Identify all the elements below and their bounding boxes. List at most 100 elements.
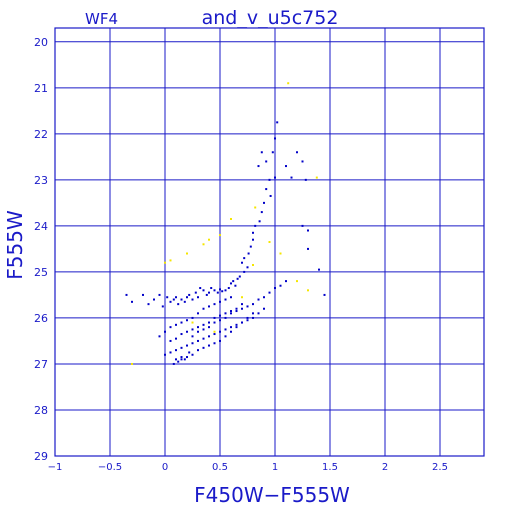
data-point-secondary	[186, 252, 188, 255]
data-point	[246, 319, 249, 322]
data-point	[276, 121, 279, 124]
data-point-secondary	[254, 206, 257, 209]
data-point	[202, 337, 205, 340]
data-point	[252, 312, 254, 315]
data-point	[197, 339, 199, 342]
y-tick-label: 23	[34, 174, 48, 187]
data-point	[271, 151, 274, 154]
data-point	[265, 160, 268, 163]
data-point	[177, 303, 180, 306]
data-point-secondary	[315, 176, 318, 179]
data-point	[241, 261, 243, 264]
y-tick-label: 29	[34, 450, 48, 463]
data-point	[232, 280, 235, 283]
data-point	[252, 303, 254, 306]
data-point	[164, 353, 166, 356]
data-point	[213, 342, 216, 345]
data-point	[210, 287, 213, 290]
data-point	[257, 165, 260, 168]
y-axis-label: F555W	[3, 210, 27, 280]
data-point	[263, 201, 265, 204]
data-point	[180, 333, 183, 336]
data-point	[197, 349, 199, 352]
data-point	[213, 303, 216, 306]
data-point	[235, 310, 238, 313]
data-point	[241, 303, 243, 306]
data-point	[180, 298, 183, 301]
data-point	[227, 287, 230, 290]
data-point	[285, 280, 287, 283]
data-point	[219, 319, 221, 322]
data-point	[279, 284, 282, 287]
data-point	[260, 211, 263, 214]
data-point	[257, 312, 260, 315]
data-point	[235, 307, 238, 310]
data-point-secondary	[202, 243, 205, 246]
data-point	[177, 360, 180, 363]
data-point	[307, 247, 309, 250]
data-point	[260, 151, 263, 154]
data-point	[202, 289, 205, 292]
data-point	[158, 335, 161, 338]
data-point-secondary	[208, 238, 210, 241]
data-point	[169, 351, 172, 354]
data-point	[246, 316, 249, 319]
data-point	[230, 296, 232, 299]
data-point	[219, 300, 221, 303]
data-point	[194, 291, 197, 294]
plot-frame	[54, 27, 485, 457]
data-point	[180, 356, 183, 359]
data-point-secondary	[268, 241, 271, 243]
x-tick-labels: −1 −0.5 0 0.5 1 1.5 2 2.5	[48, 462, 448, 473]
data-point-secondary	[213, 330, 216, 333]
grid	[55, 28, 484, 456]
data-point	[301, 160, 304, 163]
data-point	[191, 298, 194, 301]
data-points	[125, 82, 326, 365]
data-point	[191, 335, 194, 338]
data-point	[247, 252, 250, 255]
chart-title: and_v_u5c752	[202, 7, 339, 29]
data-point	[213, 316, 216, 319]
data-point	[318, 268, 320, 271]
data-point	[213, 289, 216, 292]
data-point	[274, 287, 276, 290]
data-point	[202, 328, 205, 331]
data-point	[263, 296, 265, 299]
data-point	[230, 310, 232, 313]
data-point	[236, 277, 239, 280]
y-tick-label: 22	[34, 128, 48, 141]
data-point	[243, 270, 246, 273]
data-point	[230, 330, 232, 333]
data-point	[241, 307, 243, 310]
data-point	[191, 342, 194, 345]
data-point-secondary	[241, 296, 243, 299]
data-point	[252, 316, 254, 319]
data-point	[175, 337, 177, 340]
data-point	[205, 293, 208, 296]
data-point	[183, 300, 186, 303]
data-point	[202, 323, 205, 326]
data-point	[224, 335, 227, 338]
data-point	[219, 288, 221, 291]
data-point	[172, 298, 175, 301]
data-point	[230, 326, 232, 329]
data-point	[219, 314, 221, 317]
data-point	[175, 323, 177, 326]
data-point	[230, 282, 232, 285]
data-point	[219, 339, 221, 342]
data-point	[224, 316, 227, 319]
x-tick-label: −0.5	[98, 462, 122, 473]
data-point	[263, 307, 265, 310]
y-tick-label: 26	[34, 312, 48, 325]
data-point	[186, 296, 188, 299]
data-point	[221, 290, 224, 293]
data-point	[234, 284, 237, 287]
data-point	[175, 349, 177, 352]
data-point-secondary	[191, 321, 194, 324]
data-point	[246, 305, 249, 308]
data-point	[169, 326, 172, 329]
data-point	[125, 293, 128, 296]
data-point	[180, 358, 183, 361]
